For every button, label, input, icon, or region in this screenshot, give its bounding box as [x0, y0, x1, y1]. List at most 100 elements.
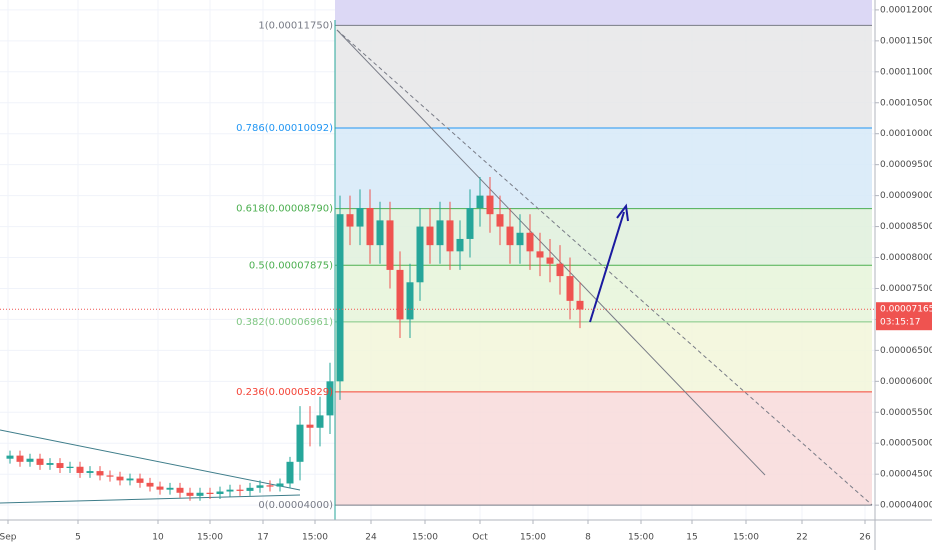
candle-body	[536, 251, 544, 258]
last-price-box	[876, 302, 932, 331]
candle-body	[336, 214, 344, 382]
candle-body	[36, 458, 44, 465]
x-tick-label: 17	[257, 533, 268, 543]
x-tick-label: 10	[152, 533, 164, 543]
candle-body	[416, 226, 424, 283]
candle-body	[156, 486, 164, 490]
fib-zone	[335, 265, 872, 322]
last-price-label: 0.00007165	[880, 305, 932, 315]
candle-body	[246, 487, 254, 491]
y-tick-label: 0.00005000	[880, 439, 932, 449]
x-tick-label: 15:00	[520, 533, 546, 543]
candle-body	[6, 455, 14, 459]
y-tick-label: 0.00006500	[880, 346, 932, 356]
candle-body	[516, 232, 524, 246]
candle-body	[406, 282, 414, 320]
x-tick-label: 15	[686, 533, 697, 543]
trend-line-dashed	[336, 29, 873, 506]
candle-body	[576, 300, 584, 310]
y-tick-label: 0.00004000	[880, 501, 932, 511]
fib-zone	[335, 321, 872, 392]
candle-body	[316, 415, 324, 428]
candle-body	[566, 276, 574, 301]
candle-body	[196, 492, 204, 496]
candle-body	[496, 214, 504, 227]
y-tick-label: 0.00009000	[880, 191, 932, 201]
fib-label: 0.5(0.00007875)	[249, 260, 333, 271]
candle-body	[96, 471, 104, 476]
candle-body	[506, 226, 514, 246]
y-tick-label: 0.00008500	[880, 222, 932, 232]
candle-body	[76, 466, 84, 473]
candle-body	[376, 220, 384, 246]
candle-body	[146, 482, 154, 487]
candle-body	[446, 220, 454, 252]
x-tick-label: Oct	[472, 533, 488, 543]
candle-body	[356, 208, 364, 227]
y-tick-label: 0.00010500	[880, 98, 932, 108]
candle-body	[346, 214, 354, 227]
fib-zone	[335, 208, 872, 266]
candle-body	[276, 483, 284, 487]
y-tick-label: 0.00005500	[880, 408, 932, 418]
candle-body	[266, 485, 274, 487]
trend-line	[0, 494, 301, 504]
candle-body	[116, 476, 124, 481]
candle-body	[26, 458, 34, 462]
fib-label: 0.618(0.00008790)	[236, 204, 333, 215]
candle-body	[436, 220, 444, 246]
fib-label: 0.786(0.00010092)	[236, 123, 333, 134]
fibonacci-retracement	[335, 0, 872, 506]
candle-body	[396, 269, 404, 320]
candle-body	[466, 208, 474, 239]
candle-body	[126, 478, 134, 481]
y-tick-label: 0.00011000	[880, 67, 932, 77]
y-tick-label: 0.00011500	[880, 36, 932, 46]
y-tick-label: 0.00004500	[880, 470, 932, 480]
candle-body	[16, 455, 24, 462]
candle-body	[216, 491, 224, 494]
y-tick-label: 0.00006000	[880, 377, 932, 387]
candle-body	[286, 461, 294, 484]
x-tick-label: 26	[859, 533, 871, 543]
x-tick-label: 8	[585, 533, 591, 543]
candle-body	[326, 381, 334, 416]
fib-label: 0.382(0.00006961)	[236, 317, 333, 328]
x-tick-label: Sep	[0, 533, 17, 543]
candles	[6, 177, 584, 501]
x-tick-label: 24	[365, 533, 377, 543]
candle-body	[486, 195, 494, 215]
candle-body	[106, 475, 114, 477]
y-tick-label: 0.00009500	[880, 160, 932, 170]
fib-label: 0(0.00004000)	[258, 500, 333, 511]
candle-body	[236, 489, 244, 491]
candle-body	[226, 489, 234, 492]
candle-body	[476, 195, 484, 208]
y-tick-label: 0.00010000	[880, 129, 932, 139]
candle-body	[136, 478, 144, 483]
trend-line	[0, 429, 301, 491]
arrow-shaft	[589, 211, 625, 323]
projection-arrow	[589, 203, 629, 323]
x-tick-label: 15:00	[628, 533, 654, 543]
candle-body	[186, 492, 194, 496]
candle-body	[556, 263, 564, 277]
fib-zone	[335, 128, 872, 209]
x-tick-label: 22	[796, 533, 807, 543]
candle-body	[166, 487, 174, 490]
drawings	[0, 20, 873, 520]
y-tick-label: 0.00008000	[880, 253, 932, 263]
candle-body	[206, 492, 214, 494]
y-tick-label: 0.00012000	[880, 5, 932, 15]
candle-body	[386, 220, 394, 270]
candle-body	[46, 463, 54, 465]
candle-body	[256, 485, 264, 488]
x-tick-label: 15:00	[733, 533, 759, 543]
candle-body	[56, 463, 64, 468]
fib-label: 1(0.00011750)	[258, 20, 333, 31]
arrow-head	[616, 203, 629, 222]
fib-zone	[335, 0, 872, 26]
